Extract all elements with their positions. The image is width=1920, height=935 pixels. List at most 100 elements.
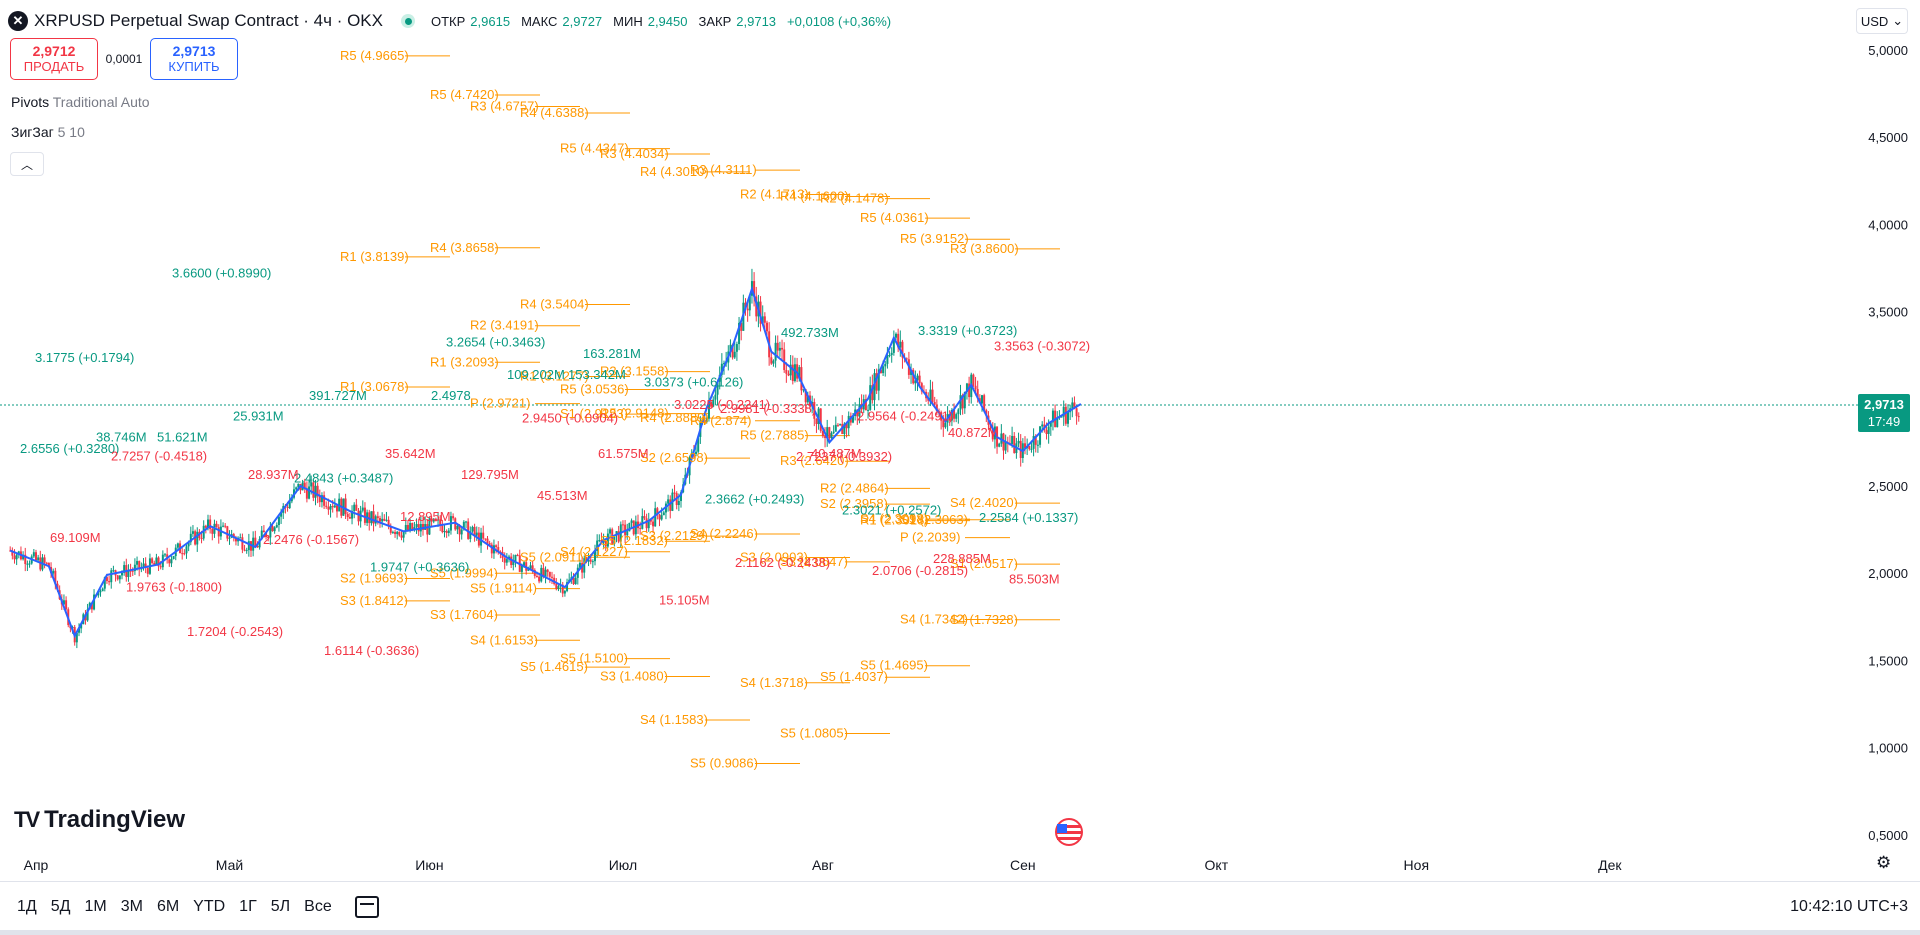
x-axis[interactable]: Апр Май Июн Июл Авг Сен Окт Ноя Дек xyxy=(24,857,1623,873)
currency-label: USD xyxy=(1860,13,1889,29)
timezone-clock[interactable]: 10:42:10 UTC+3 xyxy=(1790,897,1908,915)
pivot-label: R4 (2.874) xyxy=(690,413,751,428)
pivot-label: S5 (1.5100) xyxy=(560,651,628,666)
period-6m[interactable]: 6М xyxy=(156,897,180,915)
indicator-pivots[interactable]: Pivots Traditional Auto xyxy=(11,94,150,110)
candle-body xyxy=(374,516,377,524)
candle-body xyxy=(344,498,347,514)
pivot-label: S5 (0.9086) xyxy=(690,756,758,771)
candle-body xyxy=(791,364,794,382)
candle-body xyxy=(78,628,80,633)
candle-body xyxy=(989,424,992,429)
candle-body xyxy=(974,385,977,390)
pivot-label: R3 (4.6757) xyxy=(470,99,539,114)
period-5y[interactable]: 5Л xyxy=(270,897,291,915)
candle-body xyxy=(80,624,83,629)
candle-body xyxy=(645,518,648,529)
currency-select[interactable]: USD ⌄ xyxy=(1856,8,1908,34)
candle-body xyxy=(273,527,276,532)
candle-body xyxy=(707,401,710,419)
period-5d[interactable]: 5Д xyxy=(50,897,71,915)
buy-price: 2,9713 xyxy=(172,43,216,59)
candle-body xyxy=(798,367,801,379)
candle-body xyxy=(346,513,349,518)
pivot-label: S4 (2.4020) xyxy=(950,495,1018,510)
candle-body xyxy=(406,524,409,531)
candle-body xyxy=(389,526,392,533)
symbol-title[interactable]: XRPUSD Perpetual Swap Contract · 4ч · OK… xyxy=(34,11,383,30)
period-1m[interactable]: 1М xyxy=(84,897,107,915)
zigzag-label: 2.3662 (+0.2493) xyxy=(705,491,804,506)
market-open-icon[interactable] xyxy=(401,14,415,28)
candle-body xyxy=(920,383,923,392)
sell-button[interactable]: 2,9712 ПРОДАТЬ xyxy=(10,38,98,80)
goto-date-calendar-icon[interactable] xyxy=(354,895,379,918)
period-all[interactable]: Все xyxy=(304,897,332,915)
pivot-label: S5 (1.9114) xyxy=(470,581,537,596)
candle-body xyxy=(830,433,833,439)
candle-body xyxy=(914,380,917,384)
candle-body xyxy=(755,296,758,317)
pivot-label: R4 (4.1600) xyxy=(780,188,849,203)
collapse-indicators-button[interactable]: ︿ xyxy=(10,152,44,176)
candle-body xyxy=(164,554,166,556)
zigzag-layer xyxy=(9,285,1082,639)
candle-body xyxy=(370,511,373,524)
candle-body xyxy=(748,295,751,311)
trade-panel: 2,9712 ПРОДАТЬ 0,0001 2,9713 КУПИТЬ xyxy=(10,38,238,80)
axis-settings-gear-icon[interactable]: ⚙ xyxy=(1876,853,1892,872)
candle-body xyxy=(626,531,629,536)
candle-body xyxy=(1041,424,1044,427)
candle-body xyxy=(209,519,212,530)
candle-body xyxy=(643,516,646,519)
pivot-label: R4 (2.8889) xyxy=(640,410,709,425)
zigzag-label: 3.1775 (+0.1794) xyxy=(35,350,134,365)
zigzag-label: 45.513M xyxy=(537,488,588,503)
candle-body xyxy=(824,436,827,438)
period-1d[interactable]: 1Д xyxy=(17,897,37,915)
candle-body xyxy=(329,506,332,510)
candle-body xyxy=(942,420,945,428)
chart-header: ✕ XRPUSD Perpetual Swap Contract · 4ч · … xyxy=(8,8,897,34)
pivot-label: S5 (2.0911) xyxy=(520,549,587,564)
indicator-zigzag[interactable]: ЗигЗаг 5 10 xyxy=(11,124,85,140)
tradingview-logo[interactable]: TV TradingView xyxy=(14,806,185,834)
candle-body xyxy=(916,375,919,381)
candle-body xyxy=(351,510,354,519)
candle-body xyxy=(955,414,958,419)
pivot-label: S3 (2.2129) xyxy=(640,528,708,543)
candle-body xyxy=(965,383,968,392)
candle-body xyxy=(503,558,506,563)
candle-body xyxy=(465,521,467,523)
candle-body xyxy=(1071,402,1074,409)
candle-body xyxy=(886,355,889,364)
candle-body xyxy=(976,389,979,399)
period-3m[interactable]: 3М xyxy=(120,897,143,915)
candle-body xyxy=(527,568,530,571)
pivot-label: R1 (3.2093) xyxy=(430,354,499,369)
candle-body xyxy=(434,518,437,521)
candle-body xyxy=(901,341,904,358)
candle-body xyxy=(594,550,596,562)
candle-body xyxy=(430,518,433,522)
candle-body xyxy=(544,569,547,577)
candle-body xyxy=(1064,406,1067,424)
buy-button[interactable]: 2,9713 КУПИТЬ xyxy=(150,38,238,80)
candle-body xyxy=(1030,448,1033,450)
candle-body xyxy=(254,537,257,546)
candle-body xyxy=(157,557,160,567)
pivot-label: P (2.9721) xyxy=(470,396,530,411)
zigzag-label: 2.1162 (-0.2438) xyxy=(735,555,830,570)
candle-body xyxy=(15,554,18,560)
period-ytd[interactable]: YTD xyxy=(193,897,226,915)
us-flag-icon[interactable] xyxy=(1049,818,1089,846)
pivot-label: R5 (2.9148) xyxy=(600,406,669,421)
candle-body xyxy=(968,383,971,398)
candle-body xyxy=(720,363,723,375)
period-1y[interactable]: 1Г xyxy=(239,897,257,915)
pivot-label: R3 (4.4034) xyxy=(600,146,669,161)
buy-label: КУПИТЬ xyxy=(168,59,220,74)
candle-body xyxy=(843,423,846,435)
candle-body xyxy=(185,546,188,554)
